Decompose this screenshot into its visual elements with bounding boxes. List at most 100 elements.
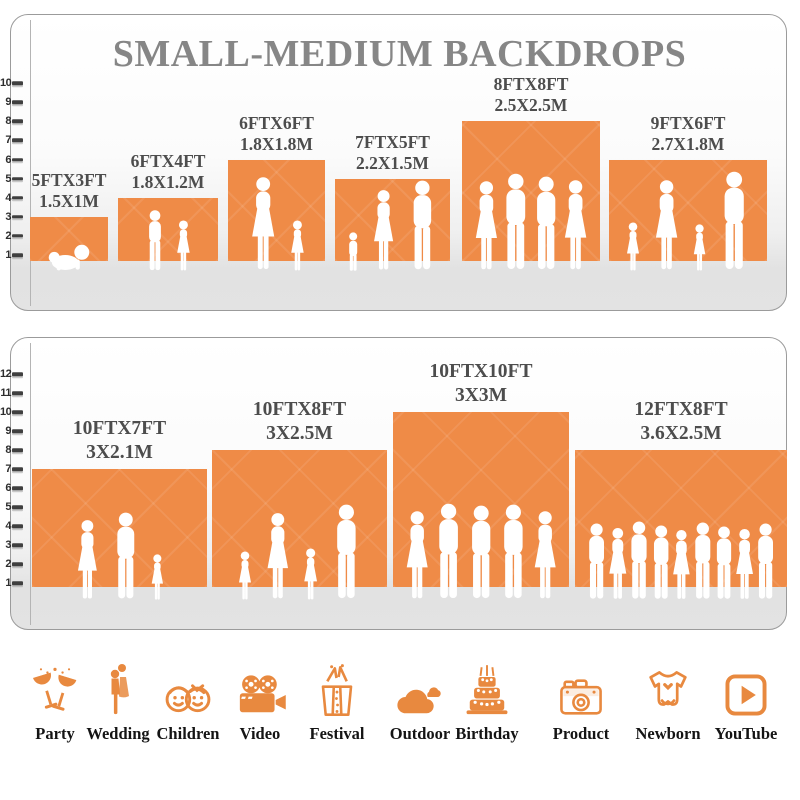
ruler-tick-number: 6 bbox=[5, 153, 11, 166]
ruler-tick-dash bbox=[12, 81, 23, 85]
backdrop-size-label: 10FTX10FT 3X3M bbox=[430, 360, 533, 407]
category-label: Product bbox=[552, 724, 610, 743]
category-item-birthday: Birthday bbox=[444, 663, 530, 744]
size-feet: 8FTX8FT bbox=[493, 74, 569, 95]
category-label: Outdoor bbox=[389, 724, 451, 743]
backdrop-bar bbox=[393, 412, 569, 587]
ruler-tick-dash bbox=[12, 100, 23, 104]
category-label: Video bbox=[239, 724, 281, 743]
backdrop-bar bbox=[335, 178, 450, 261]
ruler-tick-dash bbox=[12, 391, 23, 395]
category-label: Festival bbox=[309, 724, 365, 743]
backdrop-size-label: 12FTX8FT 3.6X2.5M bbox=[634, 398, 727, 445]
ruler-tick-number: 11 bbox=[0, 387, 11, 399]
ruler-tick-dash bbox=[12, 543, 23, 547]
category-item-festival: Festival bbox=[294, 663, 380, 744]
size-feet: 5FTX3FT bbox=[31, 169, 107, 190]
size-meters: 3.6X2.5M bbox=[640, 422, 722, 444]
backdrop-size-label: 10FTX7FT 3X2.1M bbox=[73, 417, 166, 464]
size-feet: 6FTX6FT bbox=[239, 112, 314, 133]
backdrop-size-label: 6FTX4FT 1.8X1.2M bbox=[131, 151, 206, 193]
product-camera-icon bbox=[538, 663, 624, 719]
ruler-tick-dash bbox=[12, 410, 23, 414]
ruler-tick-number: 1 bbox=[5, 249, 11, 261]
ruler-tick-dash bbox=[12, 138, 23, 143]
category-label: Party bbox=[35, 724, 75, 743]
ruler-tick-dash bbox=[12, 253, 23, 257]
ruler-tick-number: 7 bbox=[5, 463, 11, 475]
category-label: Newborn bbox=[635, 724, 701, 743]
youtube-play-icon bbox=[703, 663, 789, 719]
size-meters: 3X3M bbox=[454, 384, 507, 406]
ruler-tick-number: 9 bbox=[5, 425, 11, 437]
backdrop-size-label: 5FTX3FT 1.5X1M bbox=[32, 170, 107, 212]
ruler-tick-dash bbox=[12, 562, 23, 566]
size-meters: 1.8X1.2M bbox=[131, 171, 205, 192]
ruler-tick-dash bbox=[12, 581, 23, 585]
ruler-tick-dash bbox=[12, 157, 23, 162]
size-meters: 2.5X2.5M bbox=[494, 95, 568, 116]
category-item-video: Video bbox=[217, 663, 303, 744]
category-item-wedding: Wedding bbox=[75, 663, 161, 744]
backdrop-size-label: 6FTX6FT 1.8X1.8M bbox=[239, 113, 314, 155]
ruler-tick-number: 4 bbox=[5, 520, 11, 532]
ruler-tick-dash bbox=[12, 505, 23, 509]
ruler-tick-number: 3 bbox=[5, 539, 11, 551]
backdrop-bar bbox=[228, 159, 325, 261]
ruler-tick-number: 8 bbox=[5, 115, 11, 128]
category-item-party: Party bbox=[12, 663, 98, 744]
ruler-tick-dash bbox=[12, 119, 23, 124]
ruler-tick-dash bbox=[12, 429, 23, 433]
ruler-tick-number: 5 bbox=[5, 172, 11, 185]
size-meters: 1.5X1M bbox=[39, 190, 99, 211]
backdrop-bar bbox=[609, 159, 767, 261]
size-feet: 10FTX10FT bbox=[429, 361, 533, 382]
ruler-tick-number: 10 bbox=[0, 406, 12, 418]
ruler-tick-number: 5 bbox=[5, 501, 11, 513]
size-feet: 7FTX5FT bbox=[355, 131, 430, 152]
ruler-tick-number: 12 bbox=[0, 368, 12, 380]
ruler-tick-dash bbox=[12, 467, 23, 471]
ruler-tick-dash bbox=[12, 234, 23, 238]
ruler-tick-number: 10 bbox=[0, 77, 12, 90]
party-glasses-icon bbox=[12, 663, 98, 719]
category-label: Children bbox=[156, 724, 220, 743]
birthday-cake-icon bbox=[444, 663, 530, 719]
backdrop-bar bbox=[575, 450, 787, 587]
ruler-tick-dash bbox=[12, 215, 23, 219]
category-item-outdoor: Outdoor bbox=[377, 663, 463, 744]
category-label: Wedding bbox=[86, 724, 150, 743]
category-label: YouTube bbox=[714, 724, 778, 743]
size-meters: 3X2.5M bbox=[266, 422, 333, 444]
children-faces-icon bbox=[145, 663, 231, 719]
category-item-newborn: Newborn bbox=[625, 663, 711, 744]
size-feet: 10FTX7FT bbox=[72, 418, 167, 439]
festival-gift-icon bbox=[294, 663, 380, 719]
ruler-tick-number: 1 bbox=[5, 577, 11, 589]
video-camera-icon bbox=[217, 663, 303, 719]
size-meters: 2.7X1.8M bbox=[651, 133, 725, 154]
size-feet: 12FTX8FT bbox=[634, 399, 728, 420]
backdrop-size-label: 8FTX8FT 2.5X2.5M bbox=[494, 74, 569, 116]
size-feet: 6FTX4FT bbox=[130, 150, 206, 171]
size-feet: 10FTX8FT bbox=[252, 399, 347, 420]
size-meters: 1.8X1.8M bbox=[240, 133, 313, 154]
ruler-axis-line bbox=[30, 20, 31, 306]
category-item-product: Product bbox=[538, 663, 624, 744]
backdrop-bar bbox=[32, 469, 207, 587]
ruler-tick-dash bbox=[12, 195, 23, 200]
backdrop-bar bbox=[462, 121, 600, 261]
wedding-couple-icon bbox=[75, 663, 161, 719]
ruler-tick-number: 3 bbox=[5, 210, 11, 223]
outdoor-cloud-icon bbox=[377, 663, 463, 719]
ruler-tick-number: 2 bbox=[5, 229, 11, 242]
category-label: Birthday bbox=[455, 724, 519, 743]
ruler-tick-dash bbox=[12, 448, 23, 452]
newborn-onesie-icon bbox=[625, 663, 711, 719]
size-meters: 3X2.1M bbox=[86, 441, 153, 463]
ruler-tick-number: 9 bbox=[5, 96, 11, 109]
ruler-tick-number: 6 bbox=[5, 482, 11, 494]
category-item-children: Children bbox=[145, 663, 231, 744]
ruler-tick-dash bbox=[12, 486, 23, 490]
size-feet: 9FTX6FT bbox=[650, 112, 726, 133]
